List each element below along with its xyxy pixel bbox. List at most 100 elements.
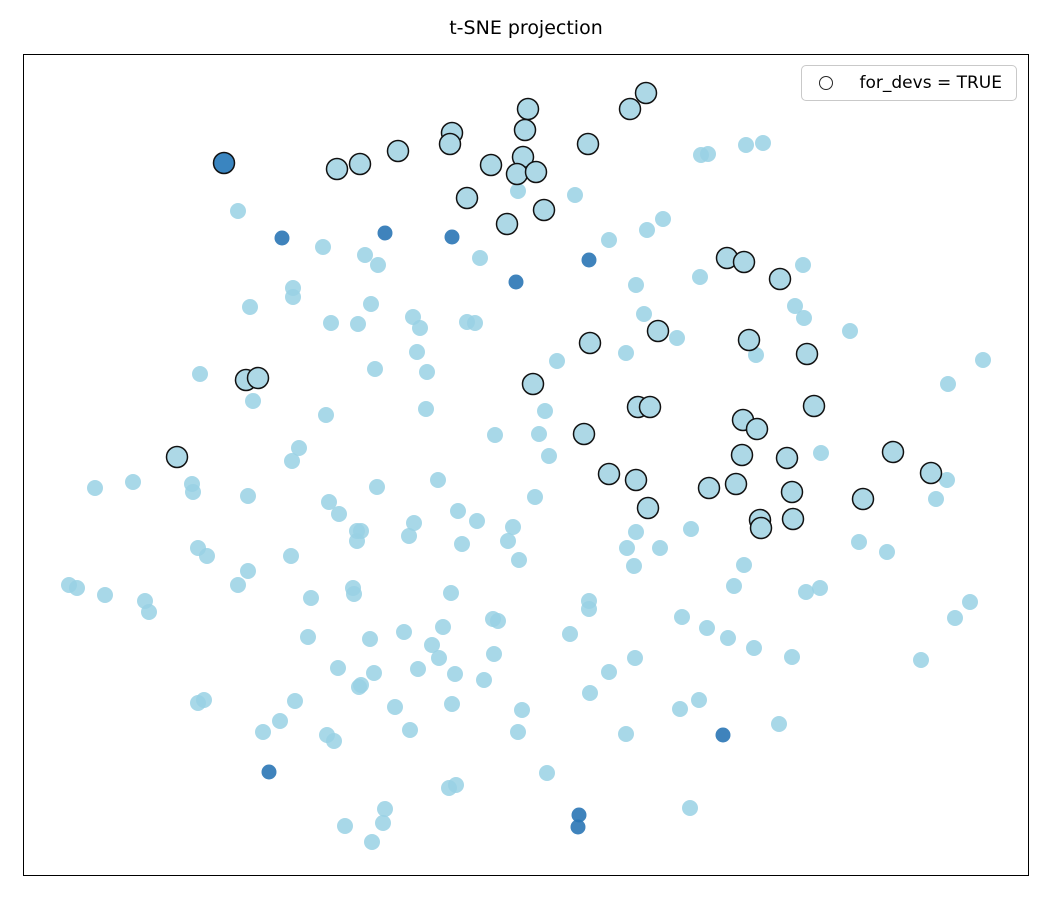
- scatter-point: [626, 558, 642, 574]
- scatter-point: [576, 132, 600, 156]
- scatter-point: [443, 585, 459, 601]
- scatter-point: [511, 552, 527, 568]
- scatter-point: [510, 183, 526, 199]
- scatter-point: [325, 157, 349, 181]
- scatter-point: [362, 631, 378, 647]
- scatter-point: [377, 225, 393, 241]
- scatter-point: [97, 587, 113, 603]
- scatter-point: [444, 696, 460, 712]
- scatter-point: [430, 472, 446, 488]
- scatter-point: [291, 440, 307, 456]
- scatter-point: [444, 229, 460, 245]
- scatter-point: [572, 422, 596, 446]
- scatter-point: [879, 544, 895, 560]
- scatter-point: [240, 488, 256, 504]
- scatter-point: [539, 765, 555, 781]
- scatter-point: [781, 507, 805, 531]
- scatter-point: [402, 722, 418, 738]
- scatter-point: [652, 540, 668, 556]
- scatter-point: [521, 372, 545, 396]
- scatter-point: [369, 479, 385, 495]
- scatter-point: [571, 807, 587, 823]
- scatter-point: [303, 590, 319, 606]
- scatter-point: [363, 296, 379, 312]
- scatter-point: [418, 401, 434, 417]
- scatter-point: [513, 118, 537, 142]
- scatter-point: [454, 536, 470, 552]
- scatter-point: [570, 819, 586, 835]
- scatter-point: [455, 186, 479, 210]
- scatter-point: [508, 274, 524, 290]
- scatter-point: [330, 660, 346, 676]
- scatter-point: [562, 626, 578, 642]
- scatter-point: [367, 361, 383, 377]
- scatter-point: [549, 353, 565, 369]
- scatter-point: [691, 692, 707, 708]
- scatter-point: [581, 601, 597, 617]
- scatter-point: [386, 139, 410, 163]
- scatter-point: [141, 604, 157, 620]
- scatter-point: [638, 395, 662, 419]
- scatter-point: [331, 506, 347, 522]
- scatter-point: [230, 203, 246, 219]
- scatter-point: [646, 319, 670, 343]
- scatter-point: [636, 306, 652, 322]
- scatter-point: [699, 620, 715, 636]
- scatter-point: [601, 232, 617, 248]
- scatter-point: [618, 345, 634, 361]
- plot-area: for_devs = TRUE: [23, 54, 1029, 876]
- scatter-point: [940, 376, 956, 392]
- scatter-point: [795, 342, 819, 366]
- scatter-point: [697, 476, 721, 500]
- scatter-point: [771, 716, 787, 732]
- scatter-point: [255, 724, 271, 740]
- scatter-point: [798, 584, 814, 600]
- scatter-point: [409, 344, 425, 360]
- scatter-point: [448, 777, 464, 793]
- scatter-point: [283, 548, 299, 564]
- scatter-point: [567, 187, 583, 203]
- scatter-point: [165, 445, 189, 469]
- scatter-point: [524, 160, 548, 184]
- scatter-point: [672, 701, 688, 717]
- scatter-point: [655, 211, 671, 227]
- scatter-point: [730, 443, 754, 467]
- scatter-point: [261, 764, 277, 780]
- scatter-point: [919, 461, 943, 485]
- scatter-point: [424, 637, 440, 653]
- scatter-point: [396, 624, 412, 640]
- scatter-point: [746, 640, 762, 656]
- scatter-point: [346, 586, 362, 602]
- scatter-point: [627, 650, 643, 666]
- scatter-point: [230, 577, 246, 593]
- scatter-point: [272, 713, 288, 729]
- scatter-point: [700, 146, 716, 162]
- scatter-point: [357, 247, 373, 263]
- scatter-canvas: [61, 81, 991, 850]
- scatter-point: [242, 299, 258, 315]
- scatter-point: [348, 152, 372, 176]
- scatter-point: [469, 513, 485, 529]
- scatter-point: [125, 474, 141, 490]
- scatter-point: [401, 528, 417, 544]
- scatter-point: [326, 733, 342, 749]
- legend-label: for_devs = TRUE: [859, 73, 1002, 93]
- scatter-point: [510, 724, 526, 740]
- scatter-point: [447, 666, 463, 682]
- scatter-point: [736, 557, 752, 573]
- scatter-point: [196, 692, 212, 708]
- scatter-point: [726, 578, 742, 594]
- scatter-point: [364, 834, 380, 850]
- scatter-point: [601, 664, 617, 680]
- scatter-point: [516, 97, 540, 121]
- scatter-point: [486, 646, 502, 662]
- scatter-point: [490, 613, 506, 629]
- scatter-point: [495, 212, 519, 236]
- scatter-point: [748, 347, 764, 363]
- scatter-point: [780, 480, 804, 504]
- scatter-point: [245, 393, 261, 409]
- scatter-point: [412, 320, 428, 336]
- scatter-point: [796, 310, 812, 326]
- scatter-point: [812, 580, 828, 596]
